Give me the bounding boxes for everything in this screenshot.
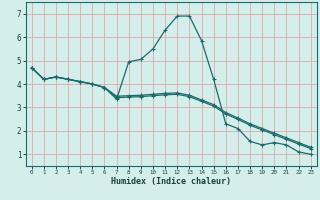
X-axis label: Humidex (Indice chaleur): Humidex (Indice chaleur) (111, 177, 231, 186)
